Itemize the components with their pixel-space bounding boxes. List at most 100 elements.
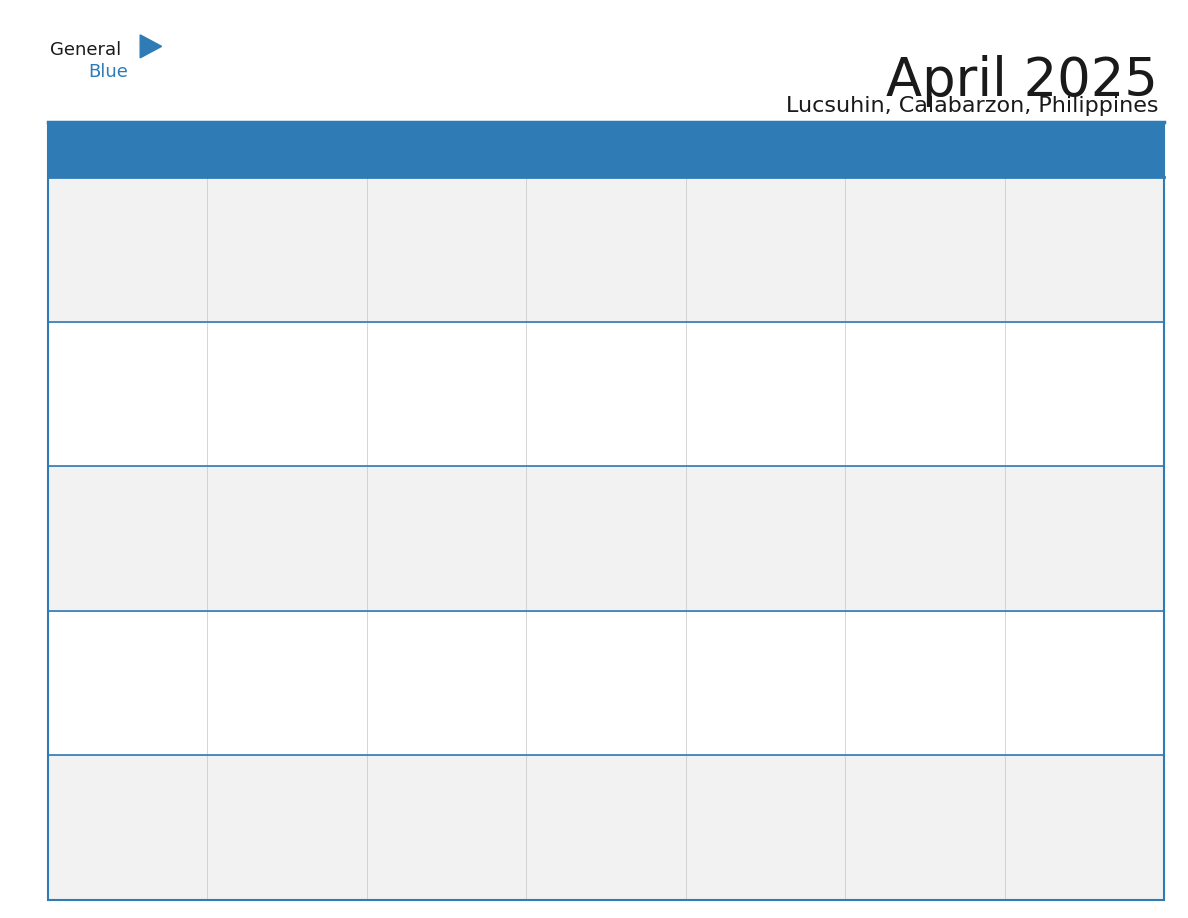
Text: 7: 7 <box>215 328 225 343</box>
Text: Daylight: 12 hours: Daylight: 12 hours <box>694 540 795 550</box>
Text: and 30 minutes.: and 30 minutes. <box>215 703 304 713</box>
Text: Sunset: 6:09 PM: Sunset: 6:09 PM <box>56 375 144 386</box>
Text: Sunset: 6:13 PM: Sunset: 6:13 PM <box>375 810 463 819</box>
Text: Sunset: 6:09 PM: Sunset: 6:09 PM <box>694 231 783 241</box>
Text: and 19 minutes.: and 19 minutes. <box>56 414 145 424</box>
Text: 18: 18 <box>853 473 873 487</box>
Text: Sunset: 6:10 PM: Sunset: 6:10 PM <box>694 375 783 386</box>
Text: Daylight: 12 hours: Daylight: 12 hours <box>535 251 634 261</box>
Text: Daylight: 12 hours: Daylight: 12 hours <box>215 684 316 694</box>
Text: Daylight: 12 hours: Daylight: 12 hours <box>1013 684 1113 694</box>
Text: and 34 minutes.: and 34 minutes. <box>1013 703 1101 713</box>
Text: and 36 minutes.: and 36 minutes. <box>375 848 463 857</box>
Text: Daylight: 12 hours: Daylight: 12 hours <box>56 395 157 405</box>
Text: 29: 29 <box>375 762 394 777</box>
Text: Sunrise: 5:38 AM: Sunrise: 5:38 AM <box>1013 645 1106 655</box>
Text: and 28 minutes.: and 28 minutes. <box>853 559 942 569</box>
Text: Sunrise: 5:50 AM: Sunrise: 5:50 AM <box>56 356 148 366</box>
Text: Daylight: 12 hours: Daylight: 12 hours <box>535 829 634 838</box>
Text: Daylight: 12 hours: Daylight: 12 hours <box>694 395 795 405</box>
Text: and 25 minutes.: and 25 minutes. <box>215 559 304 569</box>
Text: Sunset: 6:11 PM: Sunset: 6:11 PM <box>1013 521 1101 531</box>
Text: 25: 25 <box>853 617 873 633</box>
Text: Sunset: 6:09 PM: Sunset: 6:09 PM <box>215 375 304 386</box>
Text: and 22 minutes.: and 22 minutes. <box>535 414 623 424</box>
Text: Sunset: 6:12 PM: Sunset: 6:12 PM <box>56 810 144 819</box>
Text: 22: 22 <box>375 617 394 633</box>
Text: and 25 minutes.: and 25 minutes. <box>56 559 145 569</box>
Text: 11: 11 <box>853 328 873 343</box>
Text: General: General <box>50 41 121 60</box>
Text: 20: 20 <box>56 617 75 633</box>
Text: Sunrise: 5:44 AM: Sunrise: 5:44 AM <box>375 501 467 511</box>
Text: Sunrise: 5:41 AM: Sunrise: 5:41 AM <box>56 645 148 655</box>
Text: 5: 5 <box>1013 184 1023 198</box>
Text: Daylight: 12 hours: Daylight: 12 hours <box>853 251 954 261</box>
Text: Daylight: 12 hours: Daylight: 12 hours <box>1013 540 1113 550</box>
Text: and 22 minutes.: and 22 minutes. <box>694 414 783 424</box>
Text: Daylight: 12 hours: Daylight: 12 hours <box>535 395 634 405</box>
Text: Sunrise: 5:48 AM: Sunrise: 5:48 AM <box>375 356 467 366</box>
Text: Sunrise: 5:40 AM: Sunrise: 5:40 AM <box>375 645 468 655</box>
Text: 13: 13 <box>56 473 75 487</box>
Text: 21: 21 <box>215 617 234 633</box>
Text: Sunrise: 5:44 AM: Sunrise: 5:44 AM <box>215 501 308 511</box>
Text: Sunset: 6:12 PM: Sunset: 6:12 PM <box>853 665 942 675</box>
Text: Daylight: 12 hours: Daylight: 12 hours <box>853 540 954 550</box>
Text: and 35 minutes.: and 35 minutes. <box>215 848 304 857</box>
Text: Sunset: 6:09 PM: Sunset: 6:09 PM <box>1013 231 1101 241</box>
Text: Sunrise: 5:43 AM: Sunrise: 5:43 AM <box>694 501 786 511</box>
Text: Sunrise: 5:52 AM: Sunrise: 5:52 AM <box>694 212 786 222</box>
Text: 16: 16 <box>535 473 554 487</box>
Text: Sunset: 6:10 PM: Sunset: 6:10 PM <box>535 521 623 531</box>
Text: Sunset: 6:10 PM: Sunset: 6:10 PM <box>375 521 463 531</box>
Text: 15: 15 <box>375 473 394 487</box>
Text: and 27 minutes.: and 27 minutes. <box>535 559 623 569</box>
Text: Sunrise: 5:42 AM: Sunrise: 5:42 AM <box>853 501 946 511</box>
Text: 14: 14 <box>215 473 234 487</box>
Text: Sunrise: 5:37 AM: Sunrise: 5:37 AM <box>215 790 308 800</box>
Text: Sunset: 6:10 PM: Sunset: 6:10 PM <box>535 375 623 386</box>
Text: 28: 28 <box>215 762 234 777</box>
Text: Daylight: 12 hours: Daylight: 12 hours <box>375 684 475 694</box>
Text: Sunday: Sunday <box>57 143 120 158</box>
Text: Sunset: 6:12 PM: Sunset: 6:12 PM <box>1013 665 1101 675</box>
Text: Daylight: 12 hours: Daylight: 12 hours <box>853 395 954 405</box>
Text: Saturday: Saturday <box>1015 143 1092 158</box>
Text: Sunset: 6:13 PM: Sunset: 6:13 PM <box>535 810 623 819</box>
Text: and 24 minutes.: and 24 minutes. <box>1013 414 1101 424</box>
Text: 17: 17 <box>694 473 713 487</box>
Text: Sunset: 6:10 PM: Sunset: 6:10 PM <box>1013 375 1101 386</box>
Text: Sunset: 6:12 PM: Sunset: 6:12 PM <box>215 810 304 819</box>
Text: and 35 minutes.: and 35 minutes. <box>56 848 145 857</box>
Text: Daylight: 12 hours: Daylight: 12 hours <box>215 395 316 405</box>
Text: Lucsuhin, Calabarzon, Philippines: Lucsuhin, Calabarzon, Philippines <box>785 96 1158 117</box>
Text: Daylight: 12 hours: Daylight: 12 hours <box>215 540 316 550</box>
Text: and 16 minutes.: and 16 minutes. <box>535 270 623 280</box>
Text: Sunrise: 5:45 AM: Sunrise: 5:45 AM <box>56 501 148 511</box>
Text: Sunset: 6:11 PM: Sunset: 6:11 PM <box>535 665 623 675</box>
Text: 27: 27 <box>56 762 75 777</box>
Text: April 2025: April 2025 <box>886 55 1158 107</box>
Text: Daylight: 12 hours: Daylight: 12 hours <box>56 829 157 838</box>
Text: and 17 minutes.: and 17 minutes. <box>694 270 783 280</box>
Text: and 23 minutes.: and 23 minutes. <box>853 414 942 424</box>
Text: Blue: Blue <box>88 62 128 81</box>
Text: 9: 9 <box>535 328 544 343</box>
Text: Daylight: 12 hours: Daylight: 12 hours <box>694 684 795 694</box>
Text: Daylight: 12 hours: Daylight: 12 hours <box>215 829 316 838</box>
Text: 26: 26 <box>1013 617 1032 633</box>
Text: and 37 minutes.: and 37 minutes. <box>535 848 623 857</box>
Text: 2: 2 <box>535 184 544 198</box>
Text: Daylight: 12 hours: Daylight: 12 hours <box>535 684 634 694</box>
Text: Sunset: 6:11 PM: Sunset: 6:11 PM <box>215 665 304 675</box>
Text: Sunset: 6:09 PM: Sunset: 6:09 PM <box>375 375 463 386</box>
Text: 1: 1 <box>375 184 385 198</box>
Text: Tuesday: Tuesday <box>377 143 446 158</box>
Text: Daylight: 12 hours: Daylight: 12 hours <box>375 395 475 405</box>
Text: Sunrise: 5:47 AM: Sunrise: 5:47 AM <box>694 356 786 366</box>
Text: 23: 23 <box>535 617 554 633</box>
Text: 6: 6 <box>56 328 65 343</box>
Text: and 29 minutes.: and 29 minutes. <box>1013 559 1101 569</box>
Text: and 32 minutes.: and 32 minutes. <box>694 703 783 713</box>
